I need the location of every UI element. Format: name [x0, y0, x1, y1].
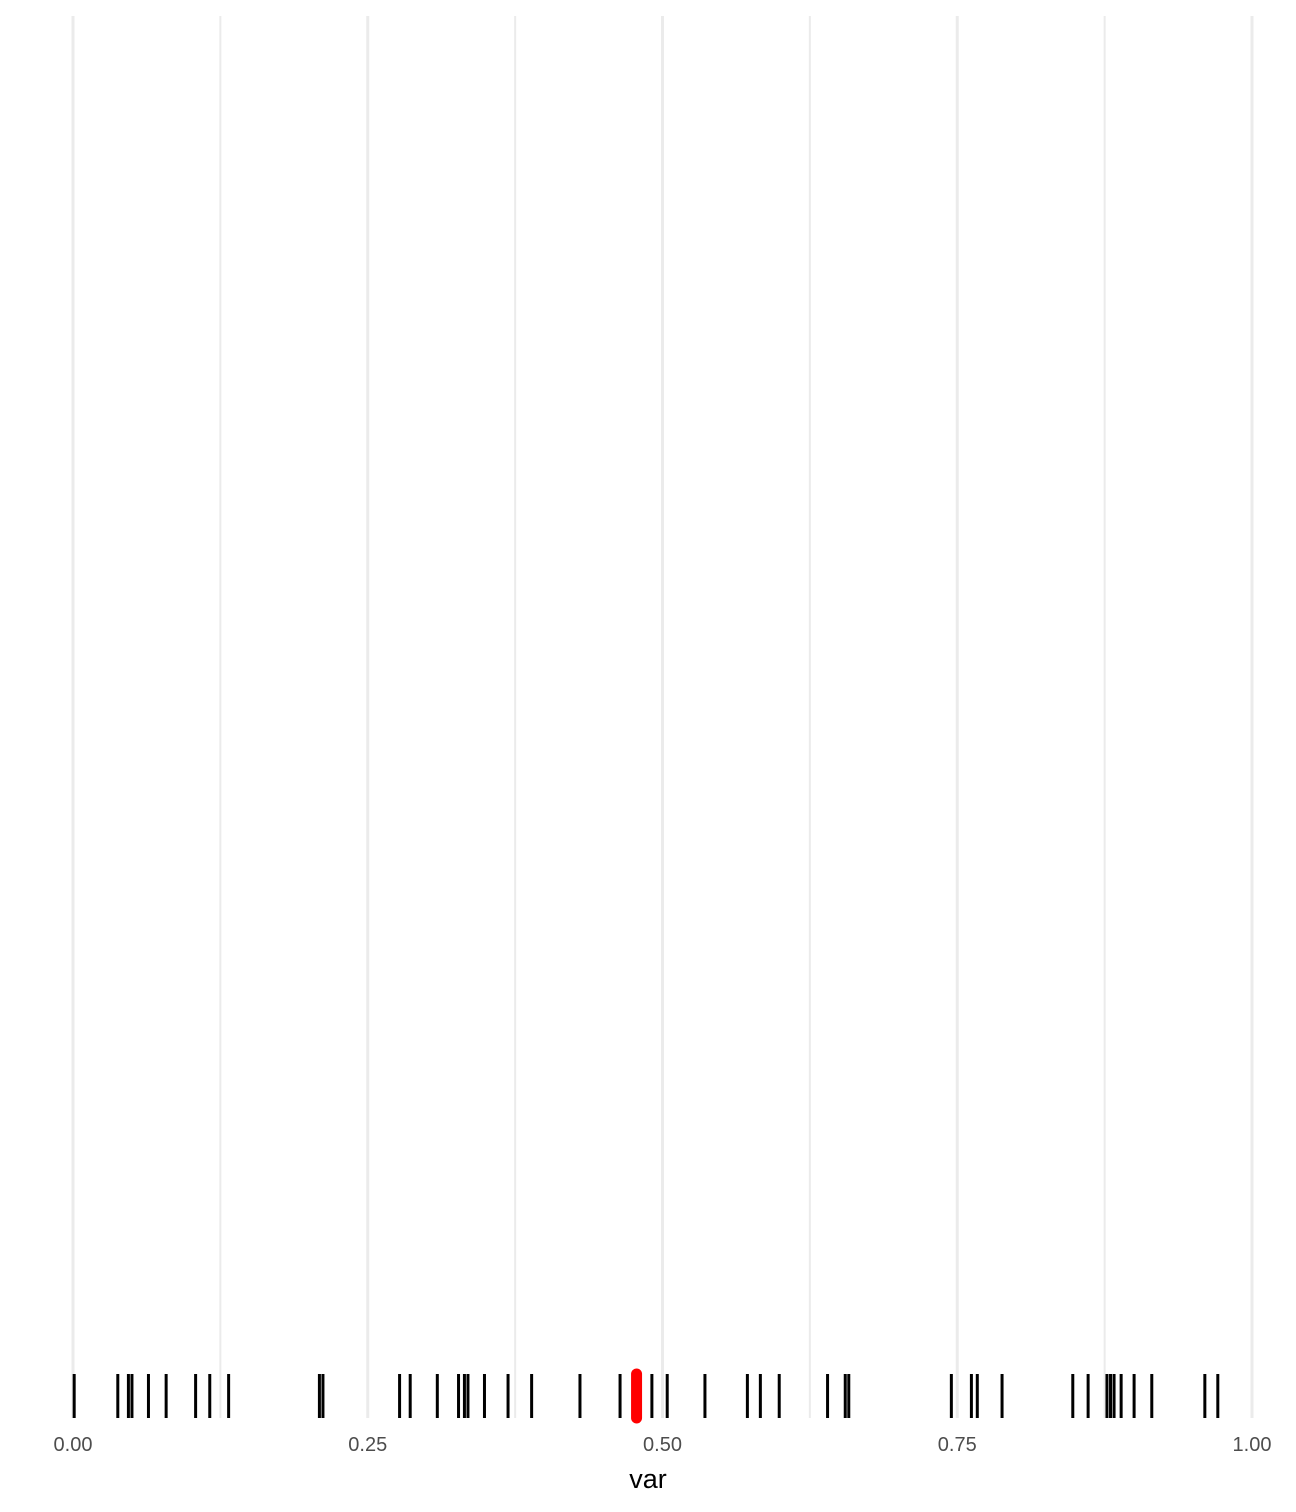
x-axis-ticks: 0.00 0.25 0.50 0.75 1.00 — [54, 1434, 1272, 1456]
gridlines — [71, 16, 1254, 1418]
x-tick-label: 1.00 — [1233, 1434, 1272, 1456]
x-axis-title: var — [629, 1464, 667, 1494]
rug-marks — [72, 1374, 1220, 1418]
x-tick-label: 0.25 — [348, 1434, 387, 1456]
x-tick-label: 0.75 — [938, 1434, 977, 1456]
x-tick-label: 0.50 — [643, 1434, 682, 1456]
x-tick-label: 0.00 — [54, 1434, 93, 1456]
